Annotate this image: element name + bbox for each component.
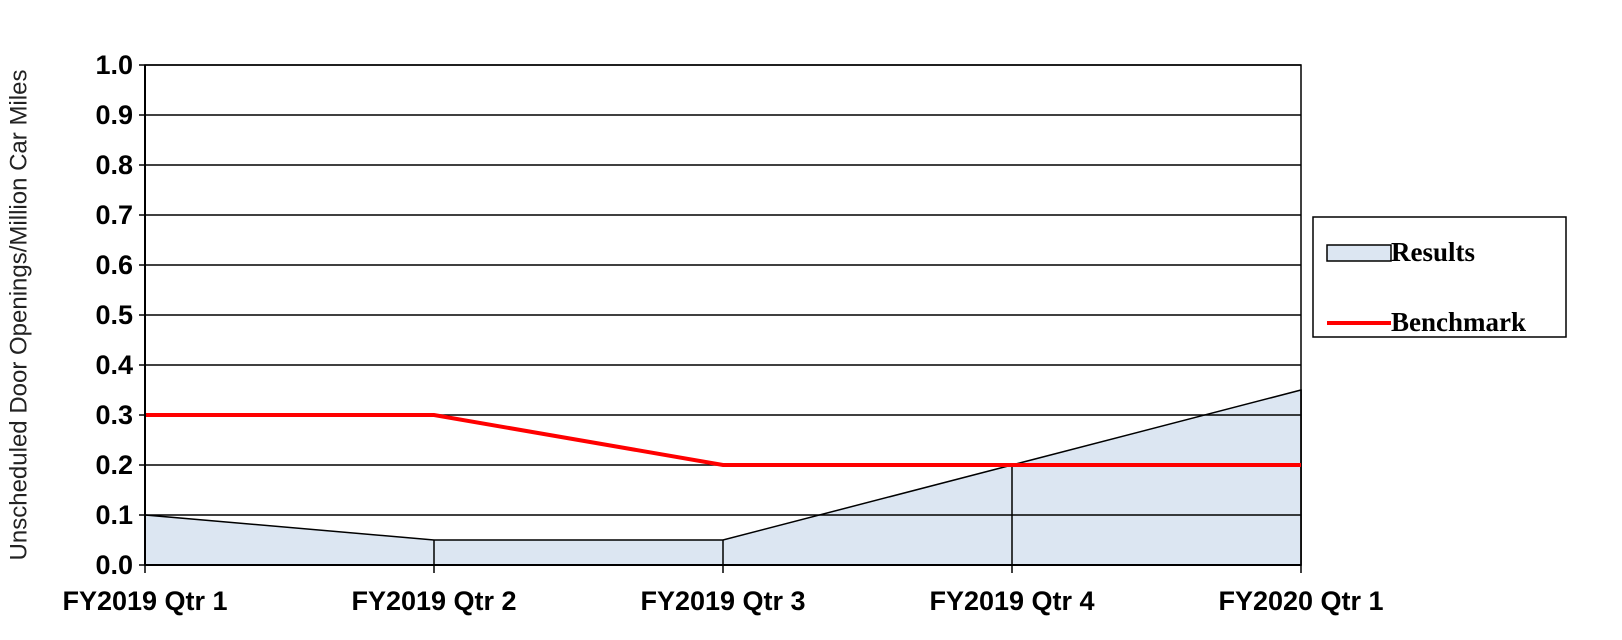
y-tick-label: 0.4: [95, 350, 133, 380]
legend-label: Results: [1391, 237, 1475, 267]
y-tick-label: 0.5: [95, 300, 133, 330]
y-tick-label: 0.8: [95, 150, 133, 180]
y-tick-label: 0.6: [95, 250, 133, 280]
legend-label: Benchmark: [1391, 307, 1526, 337]
y-tick-label: 0.3: [95, 400, 133, 430]
y-tick-label: 0.2: [95, 450, 133, 480]
x-tick-label: FY2019 Qtr 3: [640, 586, 805, 616]
legend: Results Benchmark: [1312, 216, 1567, 338]
y-tick-label: 0.9: [95, 100, 133, 130]
line: [145, 413, 1301, 467]
x-tick-label: FY2019 Qtr 1: [62, 586, 227, 616]
y-axis-label: Unscheduled Door Openings/Million Car Mi…: [5, 70, 32, 561]
x-tick-label: FY2020 Qtr 1: [1218, 586, 1383, 616]
y-tick-label: 0.0: [95, 550, 133, 580]
x-tick-label: FY2019 Qtr 2: [351, 586, 516, 616]
legend-box: [1312, 216, 1567, 338]
y-tick-label: 0.7: [95, 200, 133, 230]
x-tick-label: FY2019 Qtr 4: [929, 586, 1094, 616]
y-tick-label: 0.1: [95, 500, 133, 530]
legend-swatch: [1326, 244, 1392, 262]
y-tick-label: 1.0: [95, 50, 133, 80]
